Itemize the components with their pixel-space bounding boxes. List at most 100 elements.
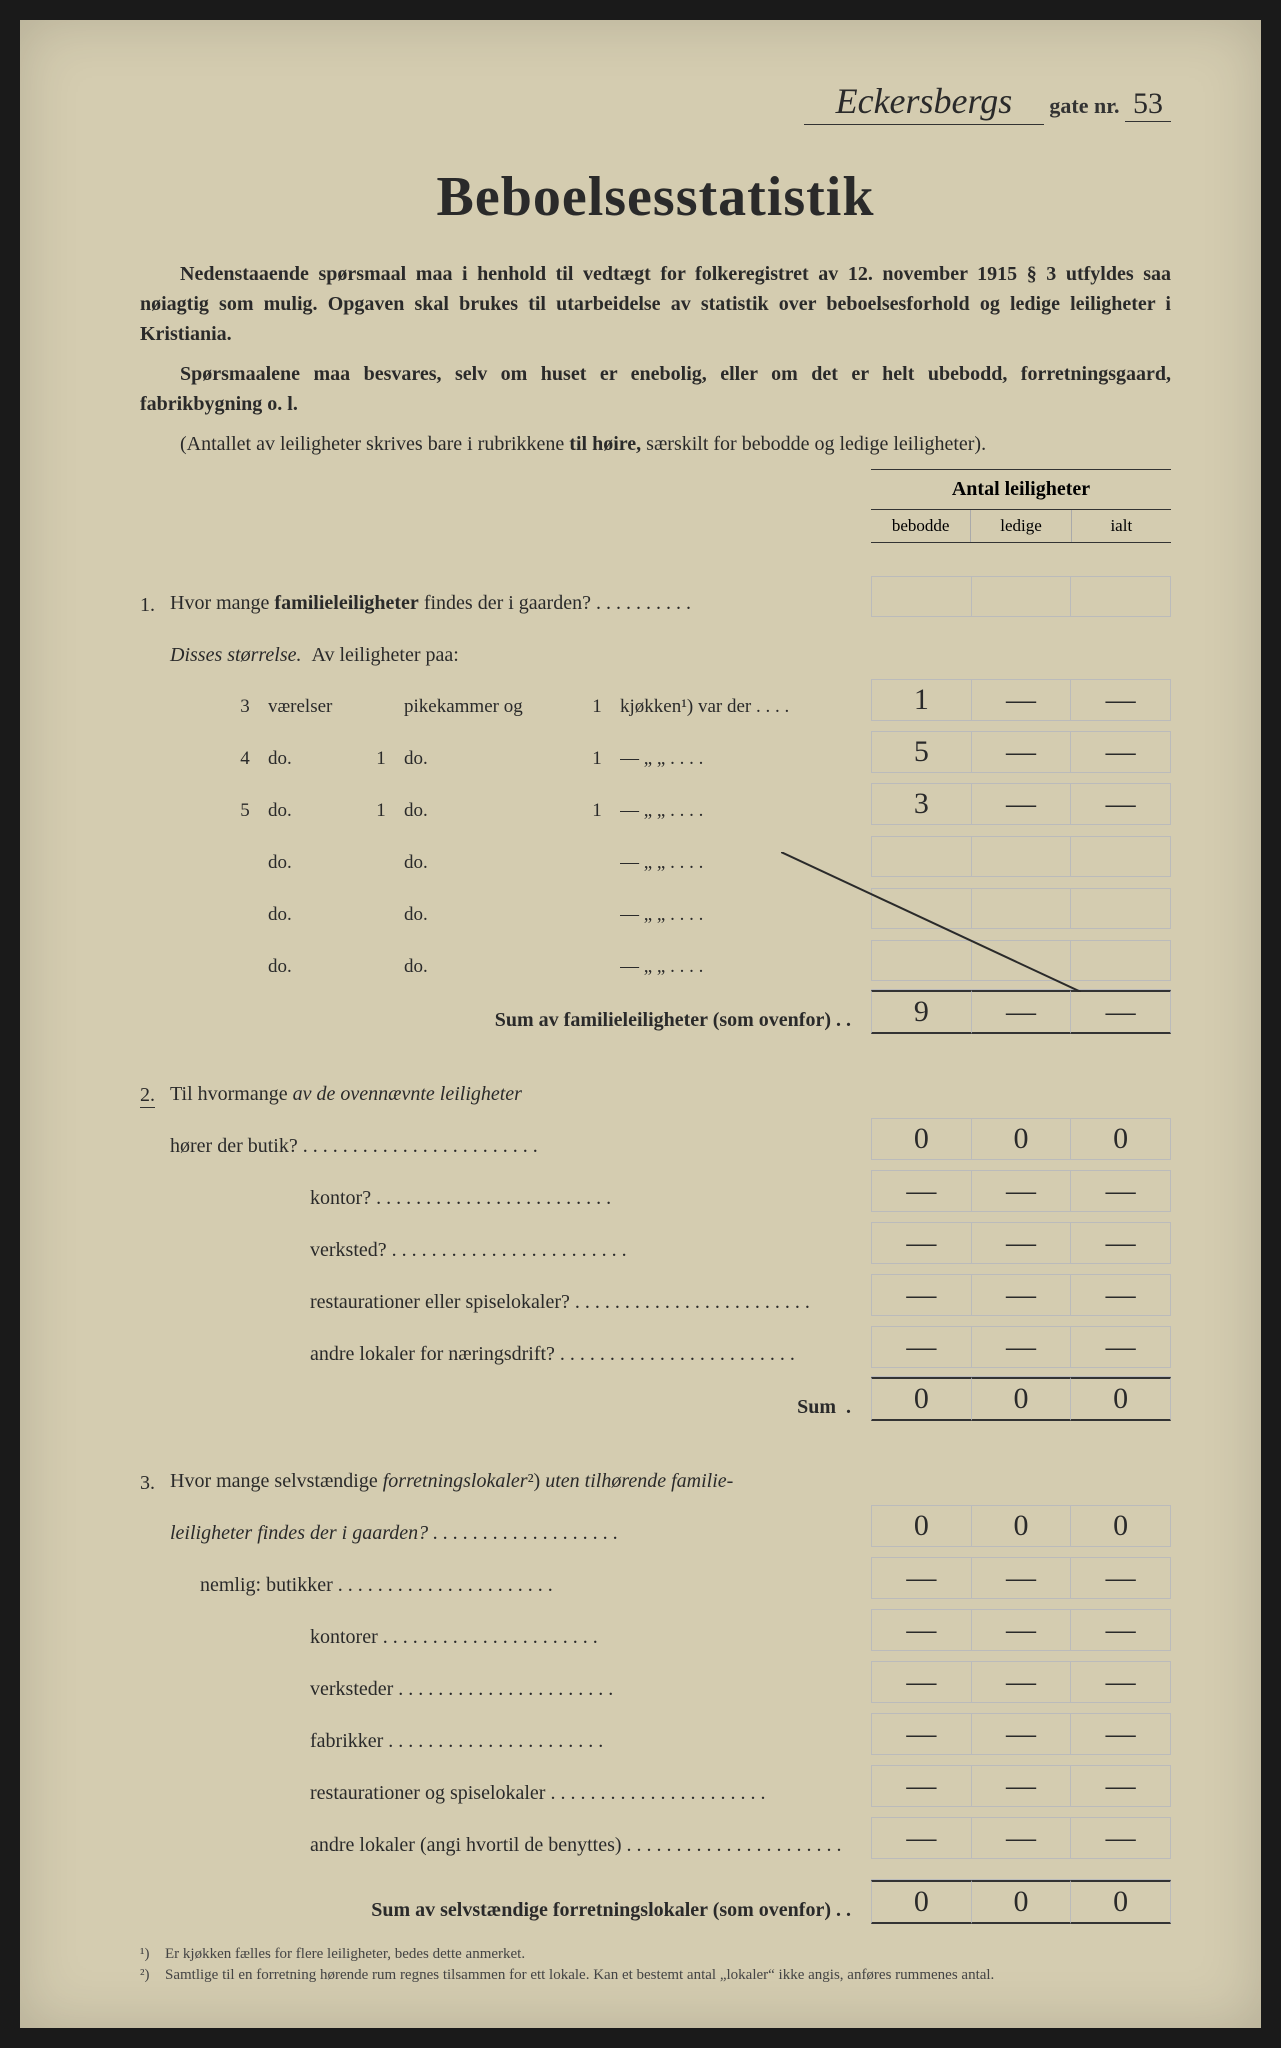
q1-head-c3 xyxy=(1070,577,1171,617)
gate-label: gate nr. xyxy=(1049,93,1119,118)
q1-c1 xyxy=(871,889,971,929)
q2-c3: — xyxy=(1070,1275,1171,1316)
street-name: Eckersbergs xyxy=(804,80,1044,125)
q3-label: nemlig: butikker . . . . . . . . . . . .… xyxy=(170,1571,871,1599)
q2-text: Til hvormange av de ovennævnte leilighet… xyxy=(170,1080,871,1108)
q1-room-row: do. do. — „ „ . . . . xyxy=(140,833,1171,877)
q3-item-row: kontorer . . . . . . . . . . . . . . . .… xyxy=(140,1607,1171,1651)
q1-head-c2 xyxy=(971,577,1071,617)
q1-c2: — xyxy=(971,732,1071,773)
q2-c3: — xyxy=(1070,1171,1171,1212)
q3-c2: — xyxy=(971,1818,1071,1859)
q3-c1: — xyxy=(871,1818,971,1859)
intro-p2: Spørsmaalene maa besvares, selv om huset… xyxy=(140,359,1171,419)
page-title: Beboelsesstatistik xyxy=(140,165,1171,229)
footnote-1-num: ¹) xyxy=(140,1944,165,1965)
q3-c1: — xyxy=(871,1610,971,1651)
q2-num: 2. xyxy=(140,1084,170,1108)
q2-c2: — xyxy=(971,1275,1071,1316)
q3-c1: — xyxy=(871,1714,971,1755)
q3-c1: — xyxy=(871,1662,971,1703)
q2-item-row: andre lokaler for næringsdrift? . . . . … xyxy=(140,1324,1171,1368)
table-header-title: Antal leiligheter xyxy=(871,470,1171,510)
q3-c2: — xyxy=(971,1714,1071,1755)
footnote-1: Er kjøkken fælles for flere leiligheter,… xyxy=(165,1944,525,1965)
q3-item-row: andre lokaler (angi hvortil de benyttes)… xyxy=(140,1815,1171,1859)
q2-sum-c3: 0 xyxy=(1070,1377,1171,1421)
q1-c3 xyxy=(1070,837,1171,877)
q1-room-row: do. do. — „ „ . . . . xyxy=(140,885,1171,929)
footnote-2-num: ²) xyxy=(140,1965,165,1986)
q2-item-row: restaurationer eller spiselokaler? . . .… xyxy=(140,1272,1171,1316)
q1-room-row: 5 do. 1 do. 1 — „ „ . . . . 3 — — xyxy=(140,781,1171,825)
q3-c3: — xyxy=(1070,1610,1171,1651)
q2-c2: — xyxy=(971,1327,1071,1368)
q2-c1: — xyxy=(871,1223,971,1264)
q2-c1: — xyxy=(871,1275,971,1316)
q3-c2: — xyxy=(971,1610,1071,1651)
q3-c3: — xyxy=(1070,1714,1171,1755)
q3-c2: — xyxy=(971,1766,1071,1807)
q2-label: kontor? . . . . . . . . . . . . . . . . … xyxy=(170,1184,871,1212)
q1-room-row: 3 værelser pikekammer og 1 kjøkken¹) var… xyxy=(140,677,1171,721)
q2-c3: 0 xyxy=(1070,1119,1171,1160)
q1-c2 xyxy=(971,889,1071,929)
question-2: 2. Til hvormange av de ovennævnte leilig… xyxy=(140,1064,1171,1421)
q1-kjok: 1 xyxy=(582,798,612,825)
q3-item-row: verksteder . . . . . . . . . . . . . . .… xyxy=(140,1659,1171,1703)
q2-c3: — xyxy=(1070,1223,1171,1264)
q1-c3: — xyxy=(1070,680,1171,721)
q1-c2 xyxy=(971,941,1071,981)
q3-text1: Hvor mange selvstændige forretningslokal… xyxy=(170,1467,871,1495)
gate-number: 53 xyxy=(1125,87,1171,122)
document-page: Eckersbergs gate nr. 53 Beboelsesstatist… xyxy=(20,20,1261,2028)
q2-c1: — xyxy=(871,1171,971,1212)
q3-label: fabrikker . . . . . . . . . . . . . . . … xyxy=(170,1727,871,1755)
footnotes: ¹) Er kjøkken fælles for flere leilighet… xyxy=(140,1944,1171,1986)
q1-num: 1. xyxy=(140,594,170,617)
q3-head-c3: 0 xyxy=(1070,1506,1171,1547)
q2-item-row: hører der butik? . . . . . . . . . . . .… xyxy=(140,1116,1171,1160)
q1-kjok: 1 xyxy=(582,694,612,721)
q3-c3: — xyxy=(1070,1558,1171,1599)
q2-item-row: verksted? . . . . . . . . . . . . . . . … xyxy=(140,1220,1171,1264)
q1-c2: — xyxy=(971,680,1071,721)
q1-vaer: 3 xyxy=(230,694,260,721)
q1-c2 xyxy=(971,837,1071,877)
q3-c3: — xyxy=(1070,1662,1171,1703)
q1-head-c1 xyxy=(871,577,971,617)
q3-item-row: restaurationer og spiselokaler . . . . .… xyxy=(140,1763,1171,1807)
q2-label: verksted? . . . . . . . . . . . . . . . … xyxy=(170,1236,871,1264)
q3-label: verksteder . . . . . . . . . . . . . . .… xyxy=(170,1675,871,1703)
q1-vaer: 4 xyxy=(230,746,260,773)
q2-sum-c1: 0 xyxy=(871,1377,971,1421)
q3-head-c2: 0 xyxy=(971,1506,1071,1547)
footnote-2: Samtlige til en forretning hørende rum r… xyxy=(165,1965,994,1986)
q2-sum-label: Sum . xyxy=(170,1393,871,1421)
q3-sum-c2: 0 xyxy=(971,1880,1071,1924)
q2-c1: 0 xyxy=(871,1119,971,1160)
q2-label: hører der butik? . . . . . . . . . . . .… xyxy=(170,1132,871,1160)
q1-sum-label: Sum av familieleiligheter (som ovenfor) … xyxy=(170,1006,871,1034)
q1-c1: 5 xyxy=(871,732,971,773)
q3-num: 3. xyxy=(140,1472,170,1495)
col-ialt: ialt xyxy=(1072,510,1171,542)
q2-c1: — xyxy=(871,1327,971,1368)
q2-label: andre lokaler for næringsdrift? . . . . … xyxy=(170,1340,871,1368)
q3-label: kontorer . . . . . . . . . . . . . . . .… xyxy=(170,1623,871,1651)
q1-c1 xyxy=(871,837,971,877)
table-header: Antal leiligheter bebodde ledige ialt xyxy=(140,469,1171,543)
q2-label: restaurationer eller spiselokaler? . . .… xyxy=(170,1288,871,1316)
q2-c2: — xyxy=(971,1223,1071,1264)
q3-sum-label: Sum av selvstændige forretningslokaler (… xyxy=(170,1896,871,1924)
q1-sum-c1: 9 xyxy=(871,990,971,1034)
q3-c1: — xyxy=(871,1766,971,1807)
intro-p1: Nedenstaaende spørsmaal maa i henhold ti… xyxy=(140,259,1171,349)
q3-label: andre lokaler (angi hvortil de benyttes)… xyxy=(170,1831,871,1859)
q1-c3: — xyxy=(1070,784,1171,825)
q3-sum-c1: 0 xyxy=(871,1880,971,1924)
q2-c3: — xyxy=(1070,1327,1171,1368)
q2-c2: — xyxy=(971,1171,1071,1212)
q2-c2: 0 xyxy=(971,1119,1071,1160)
q3-c3: — xyxy=(1070,1766,1171,1807)
